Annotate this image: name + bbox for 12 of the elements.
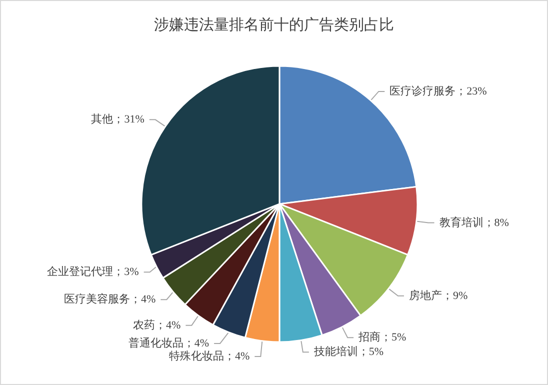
slice-label: 特殊化妆品；4%	[168, 349, 250, 362]
slice-label: 普通化妆品；4%	[128, 336, 210, 350]
slice-label: 技能培训；5%	[312, 345, 384, 358]
slice-label: 农药；4%	[133, 318, 181, 332]
chart-title: 涉嫌违法量排名前十的广告类别占比	[154, 16, 394, 34]
slice-label: 房地产；9%	[408, 288, 468, 302]
slice-label: 招商；5%	[358, 330, 406, 344]
slice-label: 企业登记代理；3%	[47, 265, 139, 278]
slice-label: 其他；31%	[91, 112, 144, 126]
slice-label: 医疗美容服务；4%	[64, 292, 156, 306]
slice-label: 医疗诊疗服务；23%	[390, 84, 487, 98]
slice-label: 教育培训；8%	[439, 216, 509, 229]
